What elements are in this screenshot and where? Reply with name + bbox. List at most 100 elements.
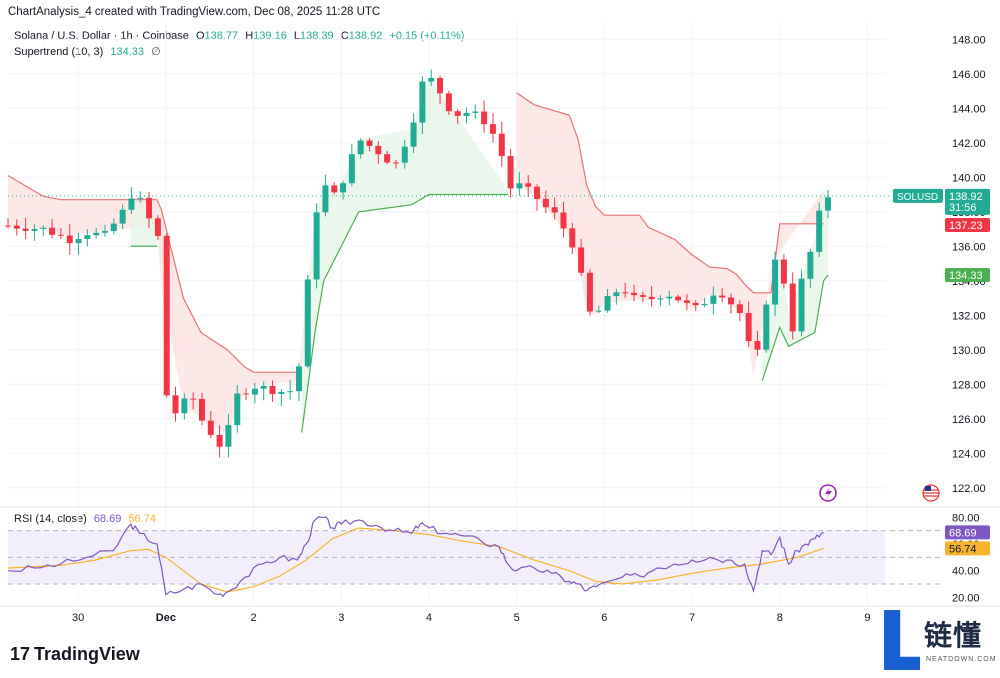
low-label: L — [293, 30, 301, 42]
supertrend-label[interactable]: Supertrend (10, 3) — [14, 46, 104, 58]
rsi-axis-label: 20.00 — [952, 592, 980, 604]
candle-body — [340, 183, 347, 193]
candle-body — [683, 300, 690, 303]
supertrend-down-badge-bg — [945, 218, 990, 233]
supertrend-up-fill — [762, 191, 828, 381]
candle-body — [172, 395, 179, 414]
time-axis-label: 4 — [426, 612, 432, 624]
rsi-pane — [7, 515, 940, 598]
candle-body — [736, 304, 743, 314]
rsi-ma-value: 56.74 — [128, 513, 156, 525]
candle-body — [57, 234, 64, 236]
supertrend-down-line — [7, 175, 302, 373]
logo-mark: 17 — [10, 644, 31, 664]
candle-body — [534, 186, 541, 199]
time-axis-label: 3 — [338, 612, 344, 624]
candle-body — [225, 425, 232, 447]
supertrend-down-badge-text: 137.23 — [949, 220, 983, 232]
candle-body — [542, 198, 549, 208]
supertrend-down-line — [516, 92, 824, 294]
candle-body — [313, 212, 320, 280]
candle-body — [772, 259, 779, 305]
candle-body — [375, 145, 382, 155]
price-axis-label: 148.00 — [952, 34, 986, 46]
candle-body — [198, 398, 205, 421]
rsi-badge-bg — [945, 525, 990, 540]
time-axis-label: Dec — [156, 612, 176, 624]
candle-body — [525, 183, 532, 187]
rsi-ma-badge-text: 56.74 — [949, 543, 977, 555]
candle-body — [622, 292, 629, 294]
time-axis-label: 9 — [864, 612, 870, 624]
candle-body — [428, 77, 435, 82]
candle-body — [824, 197, 831, 211]
price-badge-text: 31:56 — [949, 202, 977, 214]
price-axis-label: 132.00 — [952, 310, 986, 322]
candle-body — [666, 296, 673, 299]
supertrend-legend[interactable]: Supertrend (10, 3) 134.33 ∅ — [14, 45, 161, 58]
lightning-bolt — [825, 487, 832, 499]
candle-body — [789, 283, 796, 332]
candle-body — [639, 295, 646, 297]
supertrend-value: 134.33 — [110, 46, 144, 58]
candle-body — [101, 231, 108, 233]
candle-body — [516, 183, 523, 189]
rsi-value: 68.69 — [93, 513, 122, 525]
supertrend-up-line — [761, 274, 829, 381]
candle-body — [146, 197, 153, 219]
rsi-band-fill — [8, 530, 885, 584]
price-badge-bg — [945, 188, 990, 215]
rsi-axis-label: 80.00 — [952, 512, 980, 524]
candle-body — [701, 303, 708, 306]
candle-body — [454, 111, 461, 116]
candle-body — [551, 207, 558, 213]
candle-body — [84, 235, 91, 240]
candle-body — [631, 292, 638, 296]
candle-body — [648, 296, 655, 300]
rsi-axis-label: 40.00 — [952, 566, 980, 578]
candle-body — [295, 366, 302, 392]
candle-body — [728, 297, 735, 305]
candle-body — [560, 212, 567, 229]
price-axis-label: 126.00 — [952, 414, 986, 426]
candle-body — [745, 313, 752, 342]
supertrend-lines — [7, 92, 829, 433]
price-axis-label: 144.00 — [952, 103, 986, 115]
candle-body — [586, 272, 593, 312]
supertrend-up-badge-text: 134.33 — [949, 270, 983, 282]
price-axis-label: 146.00 — [952, 69, 986, 81]
price-axis-label: 124.00 — [952, 448, 986, 460]
candle-body — [507, 155, 514, 189]
candle-body — [163, 235, 170, 396]
candle-body — [595, 310, 602, 312]
supertrend-down-fill — [8, 175, 302, 435]
symbol-badge-bg — [893, 188, 943, 203]
candle-body — [366, 140, 373, 146]
candle-body — [675, 296, 682, 301]
time-axis-label: 6 — [601, 612, 607, 624]
logo-text: TradingView — [34, 644, 140, 664]
candle-body — [304, 279, 311, 367]
candle-body — [49, 227, 56, 235]
candle-body — [754, 341, 761, 350]
price-axis-label: 140.00 — [952, 172, 986, 184]
candle-body — [780, 259, 787, 284]
candle-body — [578, 247, 585, 273]
candle-body — [437, 77, 444, 94]
price-axis-label: 130.00 — [952, 345, 986, 357]
rsi-label[interactable]: RSI (14, close) — [14, 513, 87, 525]
candle-body — [260, 385, 267, 389]
hidden-icon[interactable]: ∅ — [151, 46, 161, 58]
candle-body — [807, 251, 814, 279]
candle-body — [445, 93, 452, 112]
high-label: H — [245, 30, 254, 42]
tradingview-logo[interactable]: 17 TradingView — [10, 644, 140, 665]
candle-body — [498, 133, 505, 156]
candle-body — [357, 140, 364, 155]
rsi-legend[interactable]: RSI (14, close) 68.69 56.74 — [14, 513, 156, 525]
supertrend-up-line — [301, 193, 508, 433]
candle-body — [489, 124, 496, 134]
candle-body — [66, 235, 73, 244]
